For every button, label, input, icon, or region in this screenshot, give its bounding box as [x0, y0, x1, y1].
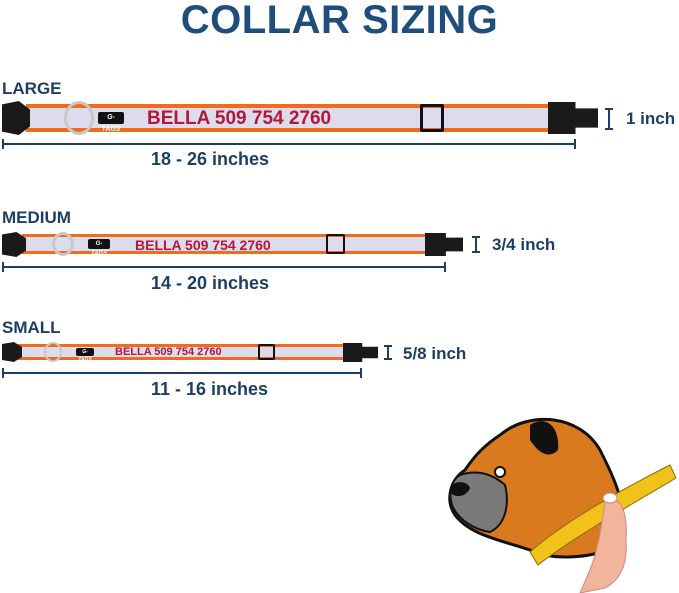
width-marker — [472, 236, 480, 253]
collar-strap — [18, 344, 348, 360]
width-label: 3/4 inch — [492, 235, 556, 254]
width-label: 1 inch — [626, 109, 676, 128]
brand-tag: G-TAGS — [76, 348, 94, 363]
buckle-female-icon — [2, 232, 26, 257]
buckle-female-icon — [2, 342, 22, 362]
slider-icon — [258, 344, 275, 360]
size-label: SMALL — [2, 318, 61, 337]
collar-strap — [22, 234, 432, 254]
d-ring-icon — [64, 101, 94, 135]
engraving-text: BELLA 509 754 2760 — [115, 346, 222, 358]
brand-tag: G-TAGS — [88, 239, 110, 257]
size-label: LARGE — [2, 79, 62, 98]
width-marker — [384, 345, 392, 360]
length-label: 14 - 20 inches — [151, 273, 270, 293]
slider-icon — [420, 104, 444, 132]
buckle-male-icon — [343, 343, 378, 362]
buckle-male-icon — [425, 233, 463, 256]
length-label: 11 - 16 inches — [151, 379, 269, 399]
width-marker — [605, 108, 613, 130]
engraving-text: BELLA 509 754 2760 — [135, 237, 271, 253]
length-label: 18 - 26 inches — [151, 149, 270, 169]
length-line — [2, 368, 362, 378]
d-ring-icon — [44, 342, 62, 362]
brand-tag: G-TAGS — [98, 112, 124, 133]
slider-icon — [326, 234, 345, 254]
buckle-female-icon — [2, 101, 30, 135]
length-line — [2, 262, 446, 272]
page-title: COLLAR SIZING — [180, 0, 499, 42]
width-label: 5/8 inch — [403, 344, 467, 363]
d-ring-icon — [52, 232, 74, 256]
buckle-male-icon — [548, 102, 598, 134]
boxer-dog-measuring-illustration — [448, 417, 677, 593]
engraving-text: BELLA 509 754 2760 — [147, 108, 332, 129]
length-line — [2, 139, 576, 149]
size-label: MEDIUM — [2, 208, 71, 227]
